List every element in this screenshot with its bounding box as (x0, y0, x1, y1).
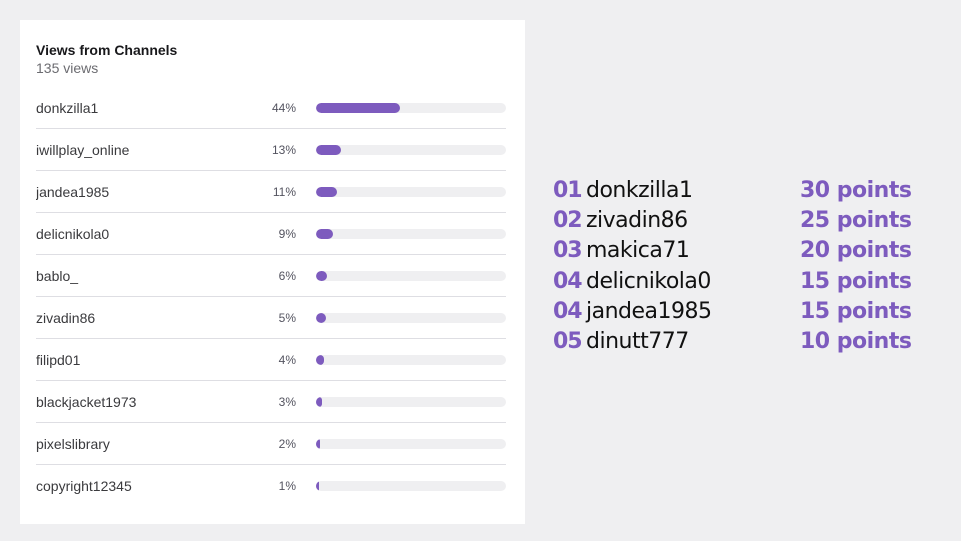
channel-list: donkzilla1 44% iwillplay_online 13% jandea19… (36, 87, 506, 507)
channel-bar-fill (316, 438, 320, 449)
leaderboard-rank: 02 (553, 208, 583, 234)
channel-bar-track (316, 144, 506, 155)
leaderboard-rank: 03 (553, 238, 583, 264)
leaderboard-points: 15 points (800, 298, 912, 324)
leaderboard-entry: 01 donkzilla1 30 points (553, 176, 933, 206)
leaderboard-points: 25 points (800, 208, 912, 234)
channel-bar-fill (316, 144, 341, 155)
channel-bar-track (316, 228, 506, 239)
channel-row: iwillplay_online 13% (36, 129, 506, 171)
channel-name: filipd01 (36, 351, 81, 368)
channel-percent: 4% (278, 352, 296, 367)
channel-bar-fill (316, 354, 324, 365)
channel-name: bablo_ (36, 267, 79, 284)
channel-name: iwillplay_online (36, 141, 130, 158)
channel-bar-fill (316, 186, 337, 197)
channel-row: zivadin86 5% (36, 297, 506, 339)
channel-percent: 3% (278, 394, 296, 409)
channel-bar-fill (316, 270, 328, 281)
channel-bar-track (316, 102, 506, 113)
leaderboard-name: delicnikola0 (586, 268, 711, 294)
channel-bar-fill (316, 312, 326, 323)
channel-percent: 6% (278, 268, 296, 283)
leaderboard-name: jandea1985 (586, 298, 712, 324)
leaderboard-entry: 03 makica71 20 points (553, 236, 933, 266)
channel-name: pixelslibrary (36, 435, 110, 452)
channel-bar-track (316, 354, 506, 365)
channel-name: jandea1985 (36, 183, 110, 200)
panel-title: Views from Channels (36, 42, 178, 58)
channel-percent: 11% (272, 184, 296, 199)
leaderboard-name: dinutt777 (586, 329, 689, 355)
channel-bar-track (316, 481, 506, 491)
leaderboard-rank: 01 (553, 178, 583, 204)
channel-row: donkzilla1 44% (36, 87, 506, 129)
channel-bar-track (316, 270, 506, 281)
leaderboard-points: 20 points (800, 238, 912, 264)
channel-name: blackjacket1973 (36, 393, 137, 410)
channel-bar-track (316, 396, 506, 407)
leaderboard-name: zivadin86 (586, 208, 688, 234)
leaderboard-rank: 04 (553, 298, 583, 324)
leaderboard-entry: 05 dinutt777 10 points (553, 327, 933, 357)
channel-bar-fill (316, 396, 322, 407)
channel-row: bablo_ 6% (36, 255, 506, 297)
leaderboard-rank: 05 (553, 329, 583, 355)
channel-row: delicnikola0 9% (36, 213, 506, 255)
channel-row: blackjacket1973 3% (36, 381, 506, 423)
channel-name: donkzilla1 (36, 99, 99, 116)
leaderboard-name: makica71 (586, 238, 690, 264)
channel-percent: 44% (271, 100, 296, 115)
leaderboard-entry: 04 jandea1985 15 points (553, 297, 933, 327)
channel-row: jandea1985 11% (36, 171, 506, 213)
channel-percent: 13% (271, 142, 296, 157)
leaderboard: 01 donkzilla1 30 points 02 zivadin86 25 point… (553, 176, 933, 357)
channel-bar-fill (316, 228, 334, 239)
leaderboard-points: 15 points (800, 268, 912, 294)
channel-percent: 5% (278, 310, 296, 325)
channel-row: filipd01 4% (36, 339, 506, 381)
channel-percent: 2% (278, 436, 296, 451)
leaderboard-rank: 04 (553, 268, 583, 294)
leaderboard-name: donkzilla1 (586, 178, 693, 204)
channel-bar-fill (316, 102, 400, 113)
leaderboard-points: 10 points (800, 329, 912, 355)
channel-name: delicnikola0 (36, 225, 110, 242)
channel-percent: 9% (278, 226, 296, 241)
channel-bar-track (316, 186, 506, 197)
channel-bar-track (316, 438, 506, 449)
leaderboard-entry: 02 zivadin86 25 points (553, 206, 933, 236)
channel-row: pixelslibrary 2% (36, 423, 506, 465)
channel-row: copyright12345 1% (36, 465, 506, 507)
channel-percent: 1% (278, 479, 296, 493)
channel-name: zivadin86 (36, 309, 96, 326)
views-from-channels-panel: Views from Channels 135 views donkzilla1… (20, 20, 525, 524)
channel-name: copyright12345 (36, 478, 132, 494)
leaderboard-entry: 04 delicnikola0 15 points (553, 267, 933, 297)
leaderboard-points: 30 points (800, 178, 912, 204)
panel-subtitle: 135 views (36, 60, 99, 76)
channel-bar-fill (316, 481, 319, 491)
channel-bar-track (316, 312, 506, 323)
